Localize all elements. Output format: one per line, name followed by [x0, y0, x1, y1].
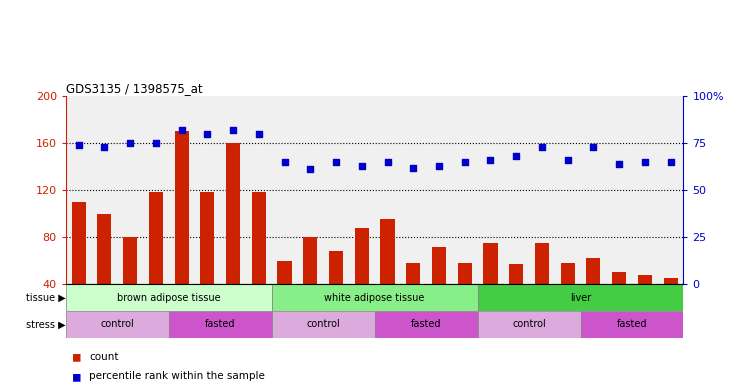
Bar: [72, 202, 86, 284]
Bar: [226, 143, 240, 284]
Bar: [66, 284, 272, 311]
Text: control: control: [306, 319, 340, 329]
Bar: [664, 278, 678, 284]
Bar: [477, 284, 683, 311]
Point: [613, 161, 625, 167]
Bar: [380, 220, 395, 284]
Point: [227, 127, 239, 133]
Bar: [251, 192, 266, 284]
Text: white adipose tissue: white adipose tissue: [325, 293, 425, 303]
Bar: [272, 311, 374, 338]
Text: percentile rank within the sample: percentile rank within the sample: [89, 371, 265, 381]
Point: [202, 131, 213, 137]
Point: [253, 131, 265, 137]
Text: control: control: [512, 319, 546, 329]
Text: count: count: [89, 352, 118, 362]
Bar: [303, 237, 317, 284]
Point: [382, 159, 393, 165]
Point: [588, 144, 599, 150]
Bar: [66, 311, 169, 338]
Bar: [272, 284, 477, 311]
Text: ■: ■: [73, 351, 88, 364]
Point: [73, 142, 85, 148]
Text: control: control: [100, 319, 135, 329]
Point: [510, 153, 522, 159]
Text: brown adipose tissue: brown adipose tissue: [117, 293, 221, 303]
Bar: [586, 258, 600, 284]
Point: [485, 157, 496, 163]
Point: [433, 162, 445, 169]
Bar: [535, 243, 549, 284]
Point: [407, 164, 419, 170]
Bar: [509, 264, 523, 284]
Bar: [406, 263, 420, 284]
Text: fasted: fasted: [617, 319, 647, 329]
Bar: [123, 237, 137, 284]
Point: [356, 162, 368, 169]
Bar: [169, 311, 272, 338]
Text: stress ▶: stress ▶: [26, 319, 66, 329]
Point: [664, 159, 676, 165]
Point: [330, 159, 342, 165]
Bar: [329, 251, 343, 284]
Point: [124, 140, 136, 146]
Bar: [638, 275, 652, 284]
Point: [175, 127, 187, 133]
Point: [150, 140, 162, 146]
Point: [459, 159, 471, 165]
Point: [279, 159, 290, 165]
Text: liver: liver: [570, 293, 591, 303]
Text: tissue ▶: tissue ▶: [26, 293, 66, 303]
Bar: [175, 131, 189, 284]
Text: fasted: fasted: [411, 319, 442, 329]
Bar: [432, 247, 446, 284]
Point: [99, 144, 110, 150]
Bar: [458, 263, 471, 284]
Bar: [612, 272, 626, 284]
Bar: [561, 263, 575, 284]
Bar: [97, 214, 111, 284]
Text: fasted: fasted: [205, 319, 235, 329]
Bar: [483, 243, 498, 284]
Bar: [580, 311, 683, 338]
Bar: [477, 311, 580, 338]
Text: ■: ■: [73, 370, 88, 383]
Bar: [149, 192, 163, 284]
Bar: [278, 261, 292, 284]
Bar: [355, 228, 369, 284]
Point: [536, 144, 548, 150]
Bar: [200, 192, 214, 284]
Text: GDS3135 / 1398575_at: GDS3135 / 1398575_at: [66, 82, 202, 95]
Bar: [374, 311, 477, 338]
Point: [639, 159, 651, 165]
Point: [562, 157, 574, 163]
Point: [304, 166, 316, 172]
